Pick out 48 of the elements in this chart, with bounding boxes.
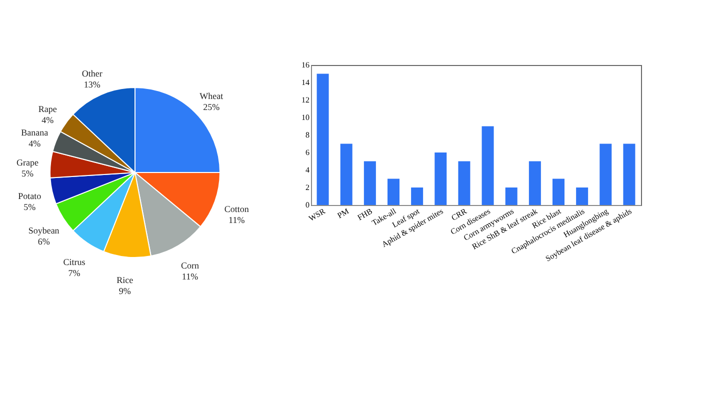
y-tick-label: 4 bbox=[306, 166, 310, 174]
bar bbox=[411, 188, 424, 205]
data-label: 5% bbox=[24, 202, 36, 212]
slice-label: Grape bbox=[16, 157, 38, 168]
bar bbox=[576, 188, 588, 205]
bar bbox=[458, 161, 470, 205]
slice-label: Wheat bbox=[200, 91, 224, 102]
bar bbox=[552, 178, 564, 205]
y-tick-label: 10 bbox=[302, 113, 310, 122]
slice-label: Rape bbox=[38, 104, 57, 114]
slice-label: Cotton bbox=[224, 204, 250, 214]
bar bbox=[340, 144, 352, 205]
data-label: 9% bbox=[118, 286, 132, 296]
y-tick-label: 2 bbox=[306, 183, 310, 192]
slice-label: Banana bbox=[21, 128, 48, 138]
x-tick-label: WSR bbox=[307, 206, 328, 224]
data-label: 6% bbox=[38, 236, 50, 246]
bar bbox=[528, 161, 541, 205]
bar bbox=[316, 74, 329, 205]
y-tick-label: 8 bbox=[306, 130, 310, 140]
bar bbox=[434, 152, 447, 205]
slice-label: Potato bbox=[18, 191, 42, 202]
data-label: 11% bbox=[228, 215, 246, 226]
data-label: 13% bbox=[84, 79, 101, 90]
slice-label: Soybean bbox=[28, 225, 60, 236]
data-label: 11% bbox=[182, 271, 199, 282]
data-label: 7% bbox=[68, 268, 81, 278]
y-tick-label: 16 bbox=[302, 60, 310, 70]
bar bbox=[505, 188, 518, 205]
data-label: 5% bbox=[21, 168, 34, 178]
x-tick-label: PM bbox=[336, 206, 350, 220]
x-tick-label: FHB bbox=[356, 206, 374, 222]
bar bbox=[623, 144, 636, 205]
bar bbox=[600, 144, 612, 205]
y-tick-label: 12 bbox=[302, 96, 310, 104]
bar bbox=[388, 178, 400, 205]
slice-label: Rice bbox=[116, 275, 134, 286]
bar bbox=[364, 161, 376, 205]
data-label: 25% bbox=[203, 102, 220, 112]
slice-label: Other bbox=[82, 68, 102, 78]
y-tick-label: 0 bbox=[306, 200, 310, 210]
data-label: 4% bbox=[28, 138, 42, 149]
slice-label: Corn bbox=[180, 260, 200, 270]
bar bbox=[482, 126, 494, 205]
data-label: 4% bbox=[42, 115, 54, 126]
slice-label: Citrus bbox=[63, 256, 86, 267]
y-tick-label: 6 bbox=[306, 148, 310, 157]
y-tick-label: 14 bbox=[302, 78, 310, 87]
